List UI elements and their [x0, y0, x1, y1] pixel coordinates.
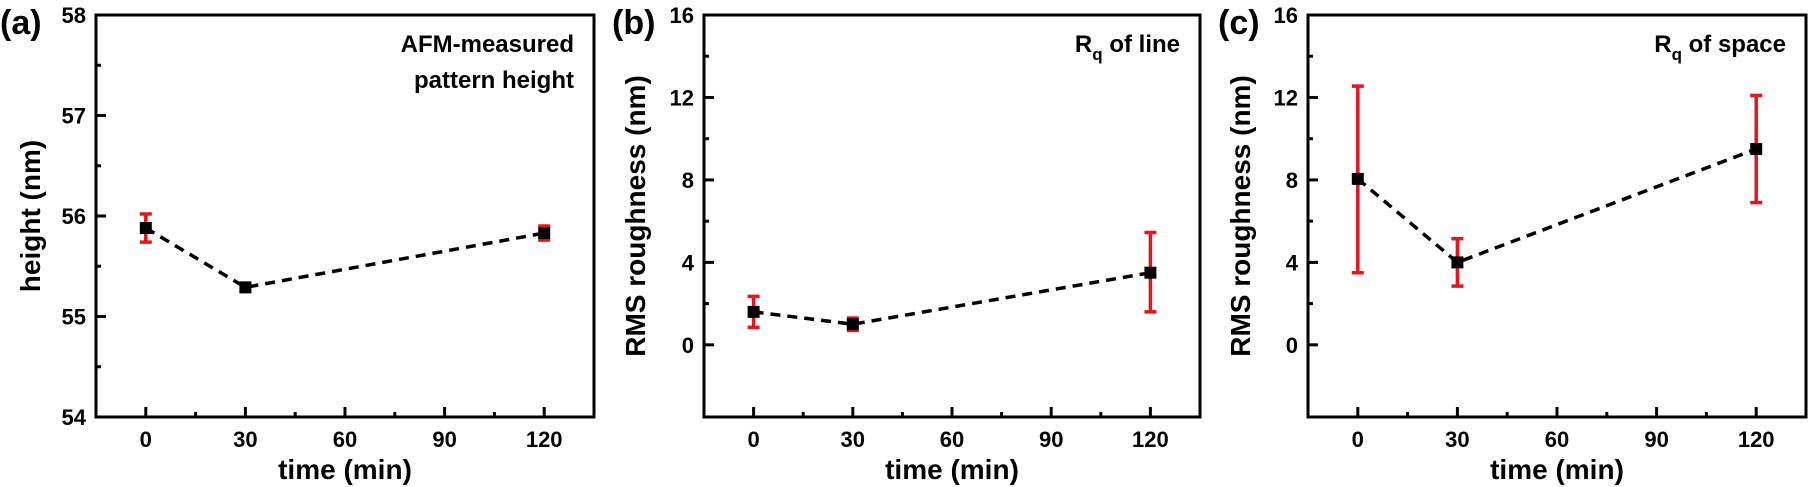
x-tick-label: 0	[747, 427, 759, 452]
y-axis-title: RMS roughness (nm)	[620, 75, 651, 357]
x-axis-title: time (min)	[278, 454, 412, 485]
annotation-tail: of space	[1682, 31, 1786, 58]
panel-label: (c)	[1218, 4, 1260, 42]
annotation-line: pattern height	[414, 67, 574, 94]
panel-2: (b) 0 30 60 90 120 0 4 8 12 16 time (min) RMS roughn…	[612, 3, 1202, 485]
annotation-main: R	[1654, 31, 1671, 58]
y-tick-label: 56	[62, 204, 86, 229]
x-tick-label: 120	[526, 427, 563, 452]
y-tick-label: 54	[62, 405, 87, 430]
panel-label: (a)	[0, 4, 42, 42]
panel-1: (a) 0 30 60 90 120 54 55 56 57 58 time (min) height …	[0, 3, 596, 485]
plot-frame	[1306, 13, 1808, 419]
data-point	[1351, 172, 1364, 185]
y-tick-label: 12	[670, 85, 694, 110]
y-axis-title: RMS roughness (nm)	[1225, 75, 1256, 357]
y-tick-label: 16	[670, 3, 694, 28]
x-tick-label: 60	[1545, 427, 1569, 452]
y-tick-label: 57	[62, 104, 86, 129]
y-tick-label: 58	[62, 3, 86, 28]
data-point	[139, 222, 152, 235]
plot-frame	[702, 13, 1202, 419]
annotation-main: R	[1075, 31, 1092, 58]
data-point	[747, 305, 760, 318]
x-tick-label: 60	[940, 427, 964, 452]
x-tick-label: 0	[140, 427, 152, 452]
x-tick-label: 120	[1738, 427, 1775, 452]
data-point	[538, 227, 551, 240]
x-axis-title: time (min)	[1490, 454, 1624, 485]
x-tick-label: 90	[432, 427, 456, 452]
annotation: Rq of line	[1075, 31, 1180, 64]
x-axis-title: time (min)	[885, 454, 1019, 485]
y-tick-label: 0	[682, 333, 694, 358]
x-tick-label: 30	[1445, 427, 1469, 452]
x-tick-label: 0	[1352, 427, 1364, 452]
y-tick-label: 0	[1286, 333, 1298, 358]
panel-label: (b)	[612, 4, 655, 42]
panel-3: (c) 0 30 60 90 120 0 4 8 12 16 time (min) RMS roughn…	[1218, 3, 1808, 485]
annotation-line: AFM-measured	[401, 31, 574, 58]
y-tick-label: 8	[682, 168, 694, 193]
y-tick-label: 12	[1274, 85, 1298, 110]
y-axis-title: height (nm)	[15, 140, 46, 292]
annotation: Rq of space	[1654, 31, 1786, 64]
y-tick-label: 4	[682, 250, 695, 275]
data-point	[1451, 256, 1464, 269]
x-tick-label: 90	[1644, 427, 1668, 452]
x-tick-label: 60	[333, 427, 357, 452]
y-tick-label: 8	[1286, 168, 1298, 193]
annotation-subscript: q	[1092, 45, 1102, 64]
data-point	[846, 318, 859, 331]
y-tick-label: 16	[1274, 3, 1298, 28]
series-line	[1356, 147, 1757, 265]
series-line	[753, 270, 1151, 326]
data-point	[1750, 143, 1763, 155]
annotation-subscript: q	[1672, 45, 1682, 64]
data-point	[1144, 266, 1157, 279]
y-tick-label: 4	[1286, 250, 1299, 275]
data-point	[239, 281, 252, 294]
y-tick-label: 55	[62, 305, 86, 330]
x-tick-label: 120	[1132, 427, 1169, 452]
x-tick-label: 30	[841, 427, 865, 452]
x-tick-label: 90	[1039, 427, 1063, 452]
x-tick-label: 30	[233, 427, 257, 452]
series-line	[144, 226, 545, 290]
annotation-tail: of line	[1103, 31, 1180, 58]
